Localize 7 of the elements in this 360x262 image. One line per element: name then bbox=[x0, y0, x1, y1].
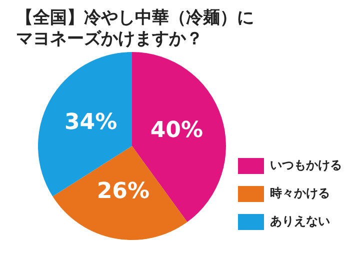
data-label: 34% bbox=[64, 110, 118, 136]
chart-title: 【全国】冷やし中華（冷麺）にマヨネーズかけますか？ bbox=[15, 8, 255, 50]
data-label: 40% bbox=[150, 118, 204, 144]
legend-label: いつもかける bbox=[270, 158, 342, 172]
legend-label: ありえない bbox=[270, 214, 330, 228]
legend-label: 時々かける bbox=[270, 186, 330, 200]
data-label: 26% bbox=[96, 178, 150, 204]
